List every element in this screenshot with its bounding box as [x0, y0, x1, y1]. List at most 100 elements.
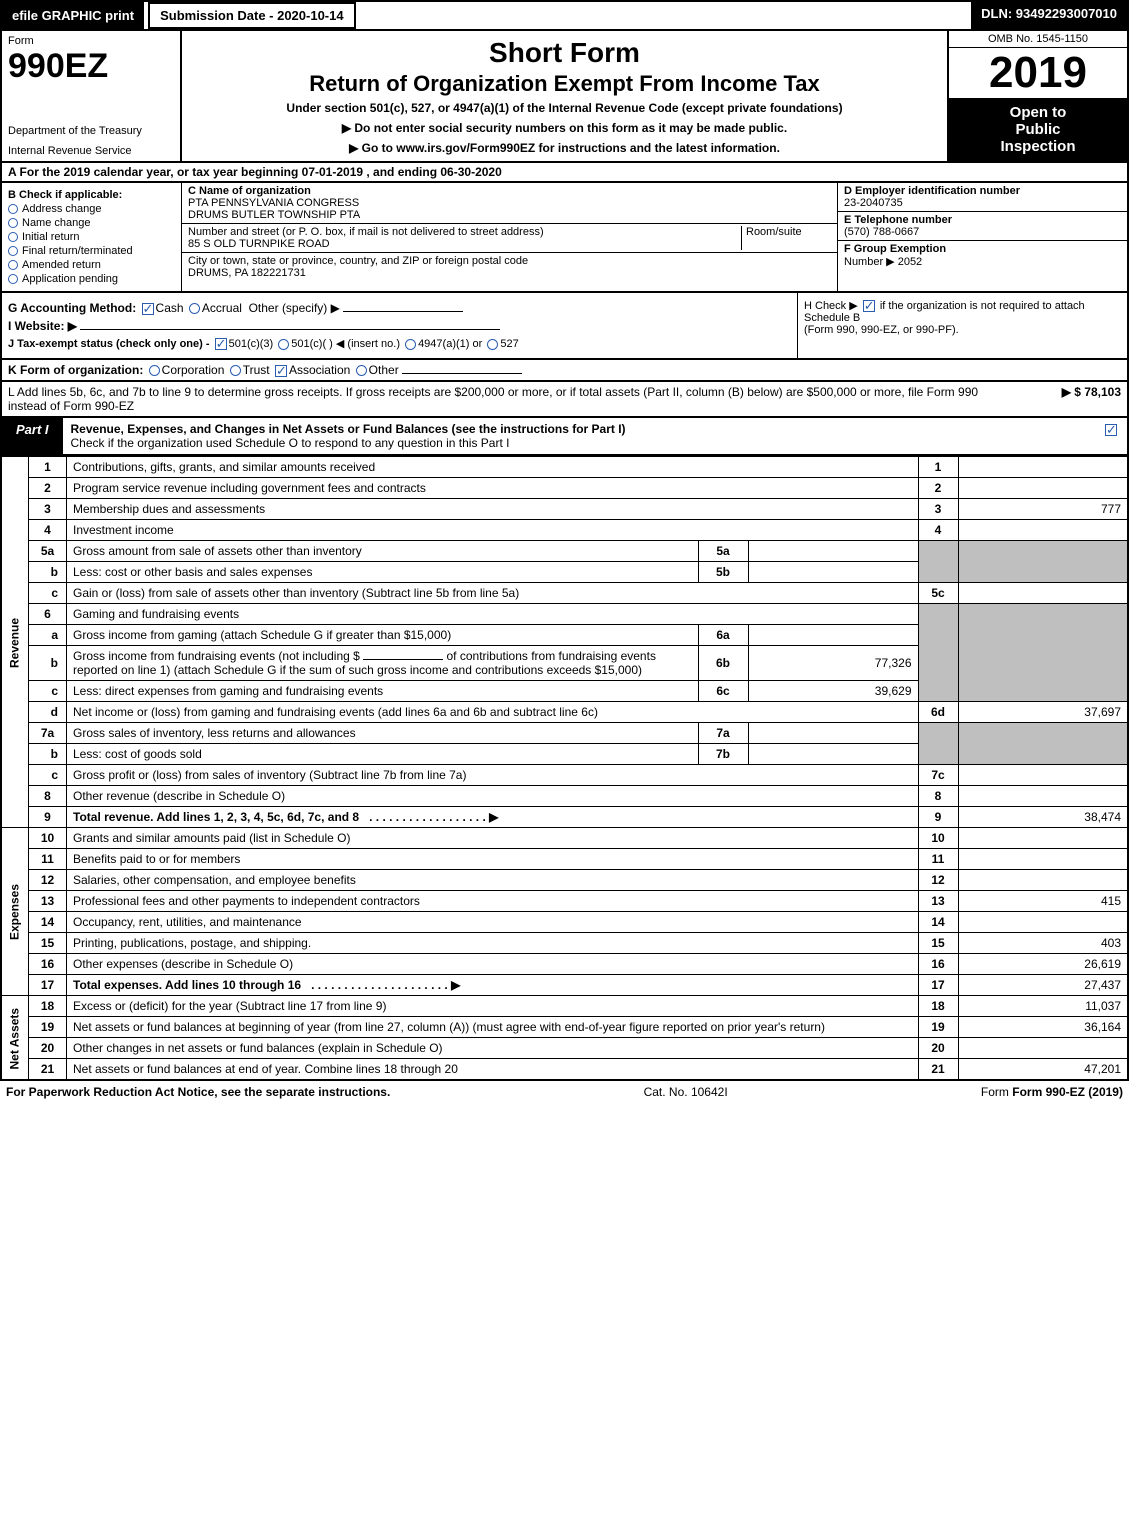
lbl-amended-return: Amended return: [22, 259, 101, 271]
val-13: 415: [958, 891, 1128, 912]
website-input[interactable]: [80, 329, 500, 330]
lbl-initial-return: Initial return: [22, 231, 79, 243]
chk-trust[interactable]: [230, 365, 241, 376]
desc-6a: Gross income from gaming (attach Schedul…: [67, 625, 699, 646]
desc-11: Benefits paid to or for members: [67, 849, 919, 870]
goto-link[interactable]: ▶ Go to www.irs.gov/Form990EZ for instru…: [188, 141, 941, 155]
chk-corporation[interactable]: [149, 365, 160, 376]
desc-6b: Gross income from fundraising events (no…: [67, 646, 699, 681]
chk-cash[interactable]: [142, 303, 154, 315]
desc-4: Investment income: [67, 520, 919, 541]
val-3: 777: [958, 499, 1128, 520]
ln-6d: d: [29, 702, 67, 723]
ln-11: 11: [29, 849, 67, 870]
subcol-5a: 5a: [698, 541, 748, 562]
ln-18: 18: [29, 996, 67, 1017]
chk-527[interactable]: [487, 339, 498, 350]
contrib-blank[interactable]: [363, 659, 443, 660]
efile-print-button[interactable]: efile GRAPHIC print: [2, 2, 144, 29]
k-label: K Form of organization:: [8, 363, 143, 377]
section-b-title: B Check if applicable:: [8, 189, 175, 201]
part1-table: Revenue 1 Contributions, gifts, grants, …: [0, 456, 1129, 1081]
chk-address-change[interactable]: Address change: [8, 203, 175, 215]
ln-16: 16: [29, 954, 67, 975]
omb-number: OMB No. 1545-1150: [949, 31, 1127, 48]
ln-5a: 5a: [29, 541, 67, 562]
ln-5c: c: [29, 583, 67, 604]
ln-7b: b: [29, 744, 67, 765]
subcol-6b: 6b: [698, 646, 748, 681]
footer-mid: Cat. No. 10642I: [644, 1085, 728, 1099]
f-group-number-label: Number ▶: [844, 256, 895, 268]
grey-5v: [958, 541, 1128, 583]
desc-14: Occupancy, rent, utilities, and maintena…: [67, 912, 919, 933]
ln-6c: c: [29, 681, 67, 702]
footer-form-num: Form 990-EZ (2019): [1012, 1085, 1123, 1099]
val-6d: 37,697: [958, 702, 1128, 723]
form-header: Form 990EZ Department of the Treasury In…: [0, 31, 1129, 163]
chk-schedule-b[interactable]: [863, 300, 875, 312]
desc-3: Membership dues and assessments: [67, 499, 919, 520]
inspect-line2: Public: [1015, 121, 1060, 138]
val-4: [958, 520, 1128, 541]
numcol-20: 20: [918, 1038, 958, 1059]
numcol-3: 3: [918, 499, 958, 520]
page-footer: For Paperwork Reduction Act Notice, see …: [0, 1081, 1129, 1103]
desc-1: Contributions, gifts, grants, and simila…: [67, 457, 919, 478]
desc-21: Net assets or fund balances at end of ye…: [67, 1059, 919, 1081]
chk-4947[interactable]: [405, 339, 416, 350]
chk-amended-return[interactable]: Amended return: [8, 259, 175, 271]
subcol-7b: 7b: [698, 744, 748, 765]
subval-5b: [748, 562, 918, 583]
val-16: 26,619: [958, 954, 1128, 975]
desc-6: Gaming and fundraising events: [67, 604, 919, 625]
footer-left: For Paperwork Reduction Act Notice, see …: [6, 1085, 390, 1099]
ln-9: 9: [29, 807, 67, 828]
other-specify-input[interactable]: [343, 311, 463, 312]
l-text: L Add lines 5b, 6c, and 7b to line 9 to …: [8, 385, 1001, 413]
inspect-line3: Inspection: [1000, 138, 1075, 155]
return-title: Return of Organization Exempt From Incom…: [188, 71, 941, 97]
section-k: K Form of organization: Corporation Trus…: [0, 360, 1129, 382]
ln-12: 12: [29, 870, 67, 891]
desc-6c: Less: direct expenses from gaming and fu…: [67, 681, 699, 702]
chk-accrual[interactable]: [189, 303, 200, 314]
other-org-input[interactable]: [402, 373, 522, 374]
section-b: B Check if applicable: Address change Na…: [2, 183, 182, 291]
val-15: 403: [958, 933, 1128, 954]
chk-application-pending[interactable]: Application pending: [8, 273, 175, 285]
org-street: 85 S OLD TURNPIKE ROAD: [188, 238, 330, 250]
chk-501c3[interactable]: [215, 338, 227, 350]
desc-12: Salaries, other compensation, and employ…: [67, 870, 919, 891]
chk-schedule-o[interactable]: [1105, 424, 1117, 436]
val-12: [958, 870, 1128, 891]
f-group-number: 2052: [898, 256, 922, 268]
desc-5b: Less: cost or other basis and sales expe…: [67, 562, 699, 583]
numcol-18: 18: [918, 996, 958, 1017]
numcol-4: 4: [918, 520, 958, 541]
chk-501c[interactable]: [278, 339, 289, 350]
ghij-left: G Accounting Method: Cash Accrual Other …: [2, 293, 797, 358]
desc-5c: Gain or (loss) from sale of assets other…: [67, 583, 919, 604]
chk-other-org[interactable]: [356, 365, 367, 376]
val-11: [958, 849, 1128, 870]
ln-5b: b: [29, 562, 67, 583]
chk-association[interactable]: [275, 365, 287, 377]
c-street-label: Number and street (or P. O. box, if mail…: [188, 226, 544, 238]
numcol-17: 17: [918, 975, 958, 996]
subcol-6a: 6a: [698, 625, 748, 646]
subcol-7a: 7a: [698, 723, 748, 744]
val-2: [958, 478, 1128, 499]
header-center: Short Form Return of Organization Exempt…: [182, 31, 947, 161]
subval-7b: [748, 744, 918, 765]
grey-7v: [958, 723, 1128, 765]
chk-name-change[interactable]: Name change: [8, 217, 175, 229]
lbl-address-change: Address change: [22, 203, 102, 215]
desc-7a: Gross sales of inventory, less returns a…: [67, 723, 699, 744]
desc-8: Other revenue (describe in Schedule O): [67, 786, 919, 807]
chk-final-return[interactable]: Final return/terminated: [8, 245, 175, 257]
ln-6: 6: [29, 604, 67, 625]
val-8: [958, 786, 1128, 807]
val-5c: [958, 583, 1128, 604]
chk-initial-return[interactable]: Initial return: [8, 231, 175, 243]
